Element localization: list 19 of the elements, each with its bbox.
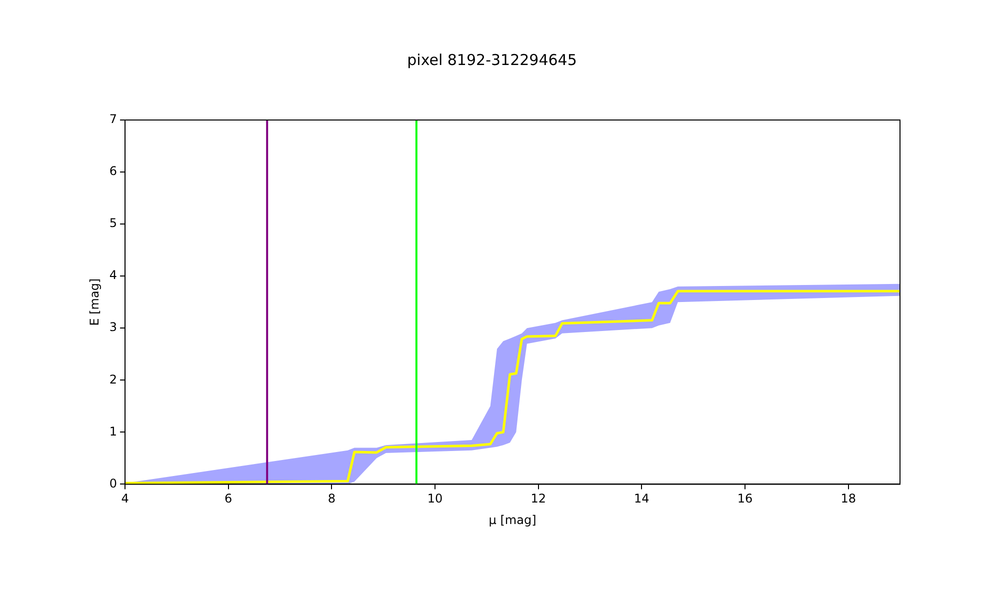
x-axis-title: μ [mag] xyxy=(488,512,536,527)
x-tick-label: 6 xyxy=(224,492,232,506)
x-tick-label: 18 xyxy=(840,492,856,506)
y-tick-label: 7 xyxy=(109,112,118,126)
y-tick-label: 5 xyxy=(109,216,118,230)
y-tick-label: 1 xyxy=(109,424,118,438)
x-tick-label: 4 xyxy=(121,492,129,506)
x-tick-label: 10 xyxy=(427,492,443,506)
y-tick-label: 6 xyxy=(109,164,118,178)
x-tick-label: 12 xyxy=(530,492,546,506)
chart-title: pixel 8192-312294645 xyxy=(407,50,577,69)
x-tick-label: 8 xyxy=(328,492,336,506)
y-axis-title: E [mag] xyxy=(87,278,102,326)
y-tick-label: 3 xyxy=(109,320,118,334)
x-tick-label: 16 xyxy=(737,492,753,506)
y-tick-label: 2 xyxy=(109,372,118,386)
y-tick-label: 4 xyxy=(109,268,118,282)
y-tick-label: 0 xyxy=(109,476,118,490)
x-tick-label: 14 xyxy=(634,492,650,506)
